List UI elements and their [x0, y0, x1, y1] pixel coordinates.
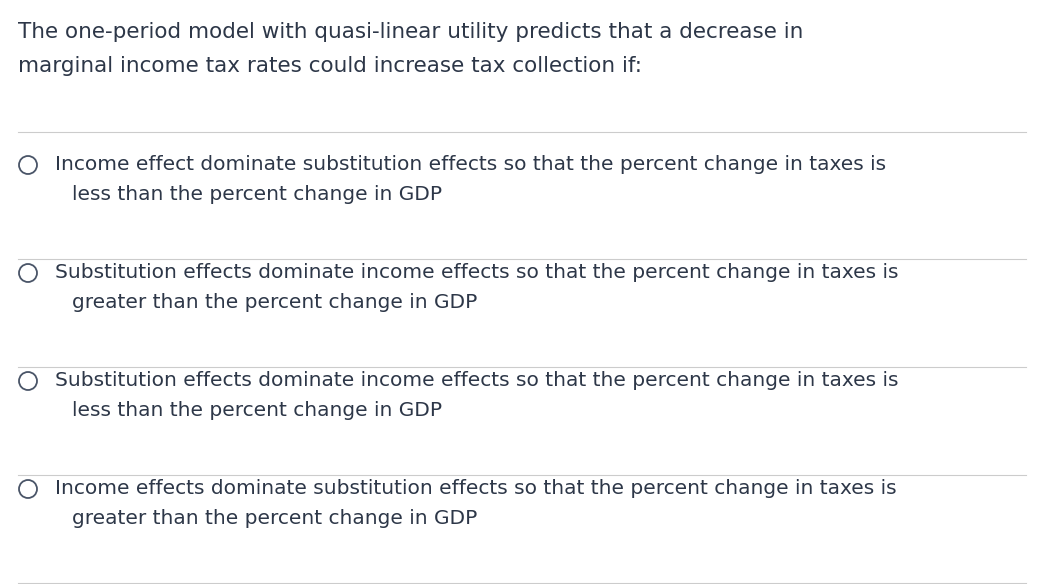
Text: less than the percent change in GDP: less than the percent change in GDP	[72, 185, 442, 204]
Text: The one-period model with quasi-linear utility predicts that a decrease in: The one-period model with quasi-linear u…	[18, 22, 804, 42]
Text: Substitution effects dominate income effects so that the percent change in taxes: Substitution effects dominate income eff…	[55, 371, 899, 390]
Text: less than the percent change in GDP: less than the percent change in GDP	[72, 401, 442, 420]
Text: greater than the percent change in GDP: greater than the percent change in GDP	[72, 509, 477, 528]
Text: Income effect dominate substitution effects so that the percent change in taxes : Income effect dominate substitution effe…	[55, 155, 886, 174]
Text: marginal income tax rates could increase tax collection if:: marginal income tax rates could increase…	[18, 56, 642, 76]
Text: greater than the percent change in GDP: greater than the percent change in GDP	[72, 293, 477, 312]
Text: Substitution effects dominate income effects so that the percent change in taxes: Substitution effects dominate income eff…	[55, 263, 899, 282]
Text: Income effects dominate substitution effects so that the percent change in taxes: Income effects dominate substitution eff…	[55, 479, 897, 498]
